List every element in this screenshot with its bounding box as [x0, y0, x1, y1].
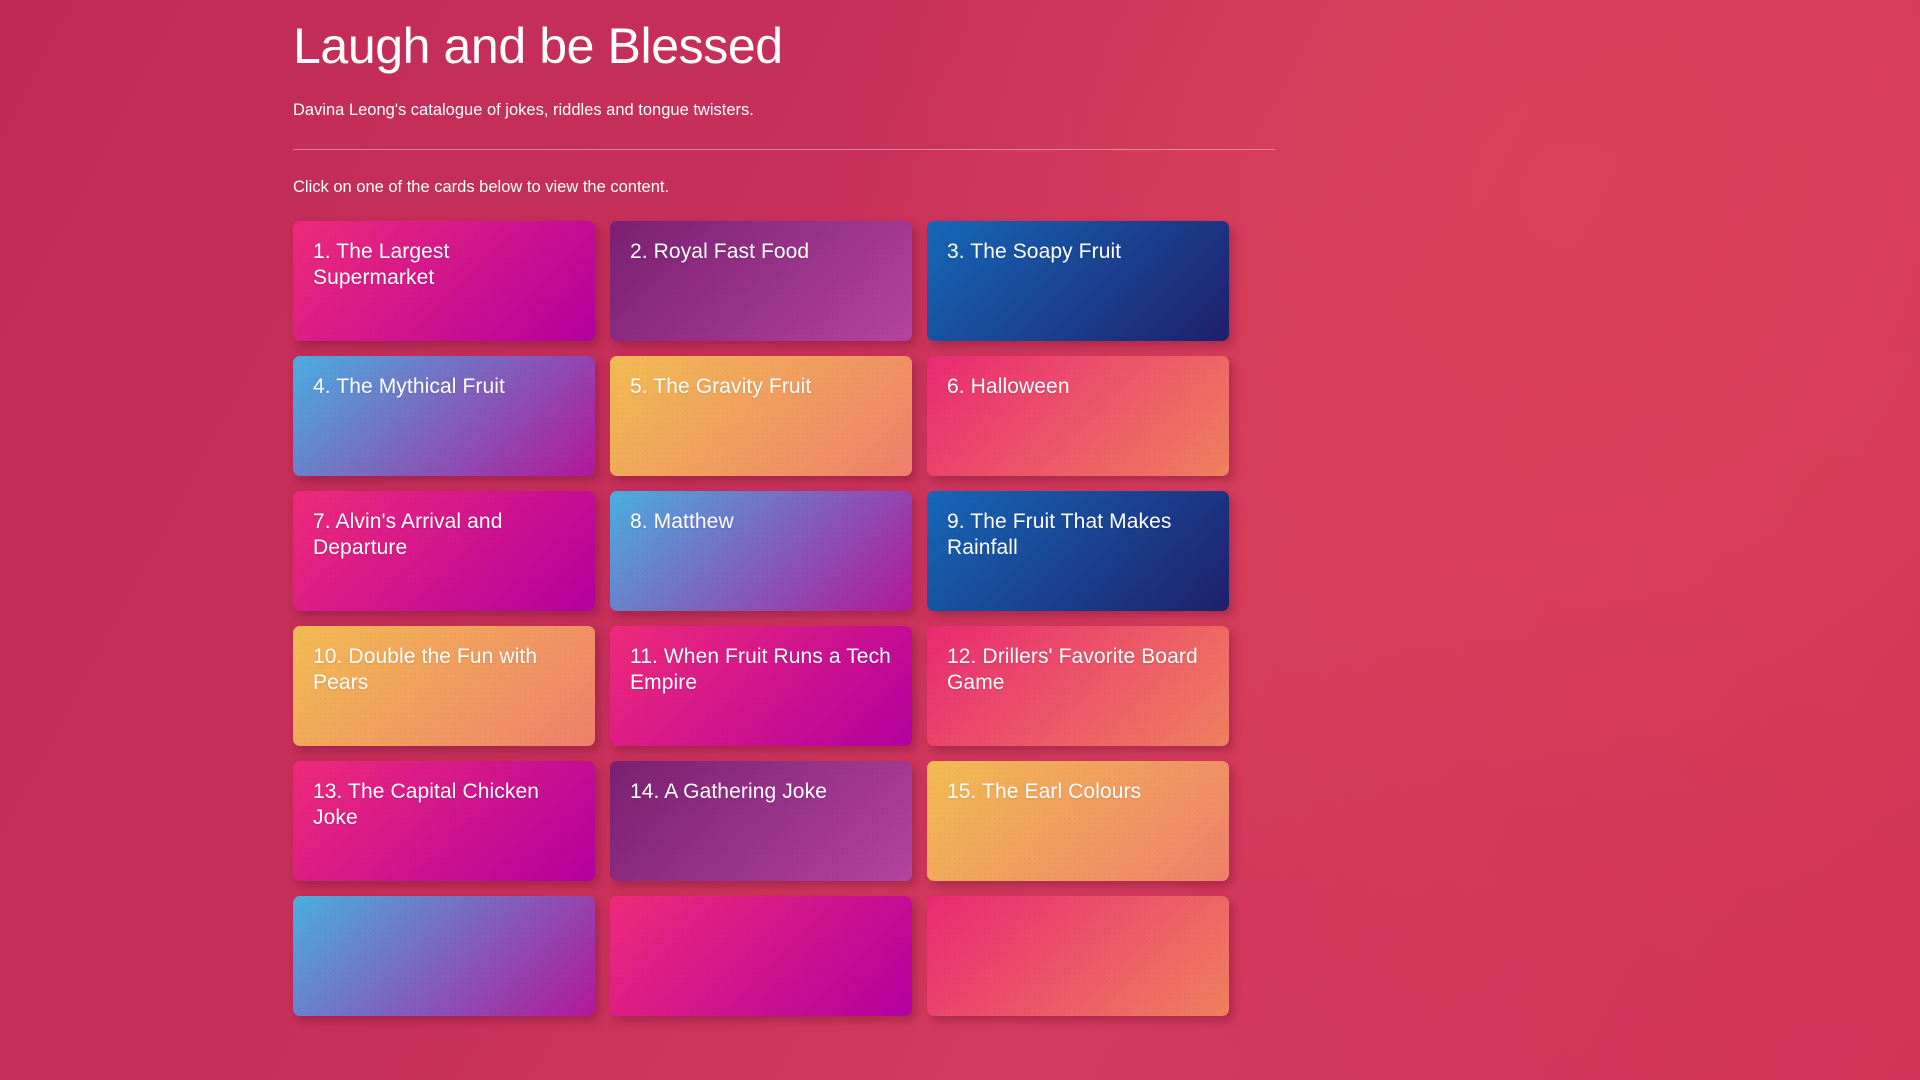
card-3[interactable]: 3. The Soapy Fruit	[927, 221, 1229, 342]
card-14[interactable]: 14. A Gathering Joke	[610, 761, 912, 882]
card-4[interactable]: 4. The Mythical Fruit	[293, 356, 595, 477]
card-title: 15. The Earl Colours	[947, 780, 1142, 804]
card-title: 3. The Soapy Fruit	[947, 240, 1122, 264]
card-15[interactable]: 15. The Earl Colours	[927, 761, 1229, 882]
instruction-text: Click on one of the cards below to view …	[293, 178, 670, 197]
card-13[interactable]: 13. The Capital Chicken Joke	[293, 761, 595, 882]
card-1[interactable]: 1. The Largest Supermarket	[293, 221, 595, 342]
card-title: 11. When Fruit Runs a Tech Empire	[630, 645, 891, 694]
card-title: 14. A Gathering Joke	[630, 780, 827, 804]
card-title: 9. The Fruit That Makes Rainfall	[947, 510, 1172, 559]
card-title: 8. Matthew	[630, 510, 734, 534]
card-5[interactable]: 5. The Gravity Fruit	[610, 356, 912, 477]
card-2[interactable]: 2. Royal Fast Food	[610, 221, 912, 342]
card-7[interactable]: 7. Alvin's Arrival and Departure	[293, 491, 595, 612]
card-title: 6. Halloween	[947, 375, 1070, 399]
card-title: 2. Royal Fast Food	[630, 240, 810, 264]
card-11[interactable]: 11. When Fruit Runs a Tech Empire	[610, 626, 912, 747]
card-17[interactable]	[610, 896, 912, 1017]
card-18[interactable]	[927, 896, 1229, 1017]
page-title: Laugh and be Blessed	[293, 18, 783, 74]
card-title: 5. The Gravity Fruit	[630, 375, 812, 399]
card-12[interactable]: 12. Drillers' Favorite Board Game	[927, 626, 1229, 747]
card-16[interactable]	[293, 896, 595, 1017]
card-title: 13. The Capital Chicken Joke	[313, 780, 540, 829]
card-title: 12. Drillers' Favorite Board Game	[947, 645, 1198, 694]
card-title: 10. Double the Fun with Pears	[313, 645, 538, 694]
content-column: Laugh and be Blessed Davina Leong's cata…	[293, 0, 1275, 1017]
card-8[interactable]: 8. Matthew	[610, 491, 912, 612]
card-title: 7. Alvin's Arrival and Departure	[313, 510, 503, 559]
card-6[interactable]: 6. Halloween	[927, 356, 1229, 477]
card-title: 1. The Largest Supermarket	[313, 240, 450, 289]
card-10[interactable]: 10. Double the Fun with Pears	[293, 626, 595, 747]
card-9[interactable]: 9. The Fruit That Makes Rainfall	[927, 491, 1229, 612]
page-subtitle: Davina Leong's catalogue of jokes, riddl…	[293, 101, 754, 119]
card-title: 4. The Mythical Fruit	[313, 375, 505, 399]
header-divider	[293, 149, 1275, 151]
card-grid: 1. The Largest Supermarket 2. Royal Fast …	[293, 221, 1275, 1017]
